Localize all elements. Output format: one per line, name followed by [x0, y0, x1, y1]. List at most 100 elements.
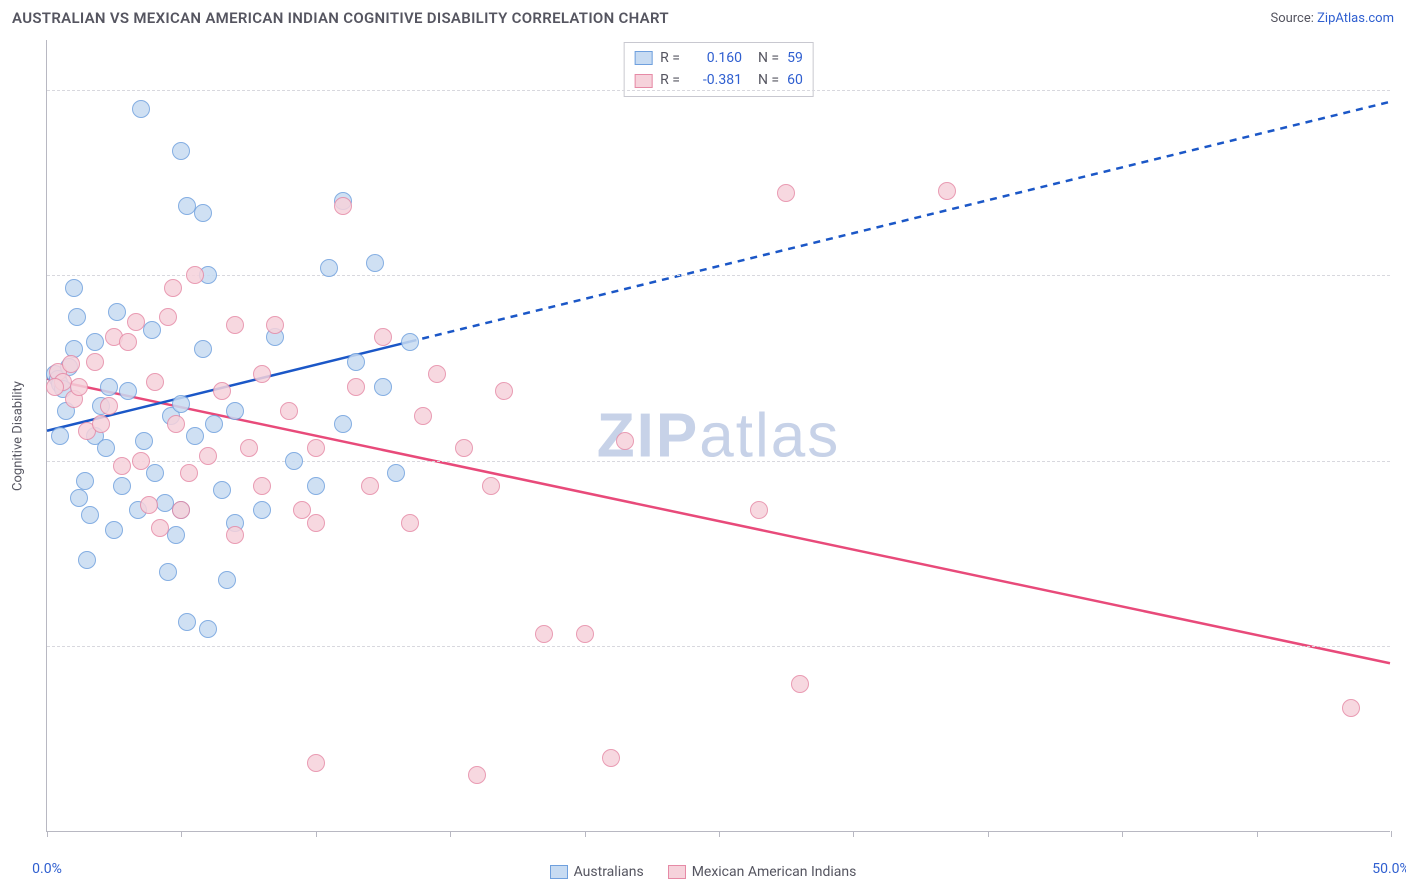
gridline-h	[47, 275, 1390, 276]
scatter-point	[76, 472, 94, 490]
scatter-point	[374, 328, 392, 346]
scatter-point	[119, 382, 137, 400]
scatter-point	[113, 477, 131, 495]
x-tick	[47, 831, 48, 837]
plot-wrap: Cognitive Disability ZIPatlas R =0.160N …	[46, 40, 1390, 832]
scatter-point	[132, 452, 150, 470]
scatter-point	[401, 333, 419, 351]
scatter-point	[428, 365, 446, 383]
stats-row: R =-0.381N =60	[634, 69, 803, 91]
y-tick-label: 7.5%	[1396, 638, 1406, 654]
scatter-point	[51, 427, 69, 445]
legend-swatch	[634, 74, 652, 88]
scatter-point	[366, 254, 384, 272]
scatter-point	[253, 365, 271, 383]
scatter-point	[334, 415, 352, 433]
scatter-point	[100, 397, 118, 415]
header-bar: AUSTRALIAN VS MEXICAN AMERICAN INDIAN CO…	[0, 0, 1406, 36]
scatter-point	[186, 427, 204, 445]
stat-r-value: -0.381	[688, 69, 742, 91]
x-tick	[1391, 831, 1392, 837]
scatter-point	[119, 333, 137, 351]
scatter-point	[307, 439, 325, 457]
scatter-point	[172, 501, 190, 519]
stat-n-value: 59	[787, 47, 803, 69]
source-link[interactable]: ZipAtlas.com	[1317, 11, 1394, 26]
scatter-point	[70, 489, 88, 507]
scatter-point	[81, 506, 99, 524]
stat-r-label: R =	[660, 47, 680, 69]
stat-n-value: 60	[787, 69, 803, 91]
scatter-point	[143, 321, 161, 339]
y-tick-label: 15.0%	[1396, 453, 1406, 469]
gridline-h	[47, 90, 1390, 91]
scatter-point	[62, 355, 80, 373]
scatter-point	[468, 766, 486, 784]
y-axis-label: Cognitive Disability	[11, 381, 26, 491]
scatter-point	[46, 378, 64, 396]
scatter-point	[535, 625, 553, 643]
scatter-point	[1342, 699, 1360, 717]
scatter-point	[68, 308, 86, 326]
scatter-point	[374, 378, 392, 396]
x-tick	[585, 831, 586, 837]
plot-area: ZIPatlas R =0.160N =59R =-0.381N =60 7.5…	[46, 40, 1390, 832]
regression-line	[410, 102, 1390, 342]
scatter-point	[347, 353, 365, 371]
scatter-point	[750, 501, 768, 519]
scatter-point	[266, 316, 284, 334]
scatter-point	[135, 432, 153, 450]
regression-lines-svg	[47, 40, 1390, 831]
legend-label: Australians	[574, 864, 644, 880]
y-tick-label: 22.5%	[1396, 267, 1406, 283]
scatter-point	[938, 182, 956, 200]
scatter-point	[482, 477, 500, 495]
watermark-bold: ZIP	[597, 401, 699, 470]
scatter-point	[105, 521, 123, 539]
gridline-h	[47, 646, 1390, 647]
scatter-point	[280, 402, 298, 420]
scatter-point	[146, 373, 164, 391]
scatter-point	[100, 378, 118, 396]
scatter-point	[213, 382, 231, 400]
scatter-point	[146, 464, 164, 482]
scatter-point	[194, 204, 212, 222]
scatter-point	[455, 439, 473, 457]
x-tick	[719, 831, 720, 837]
scatter-point	[108, 303, 126, 321]
scatter-point	[178, 613, 196, 631]
scatter-point	[226, 402, 244, 420]
scatter-point	[92, 415, 110, 433]
legend-label: Mexican American Indians	[692, 864, 857, 880]
scatter-point	[97, 439, 115, 457]
scatter-point	[285, 452, 303, 470]
scatter-point	[172, 395, 190, 413]
scatter-point	[576, 625, 594, 643]
x-tick	[181, 831, 182, 837]
chart-container: AUSTRALIAN VS MEXICAN AMERICAN INDIAN CO…	[0, 0, 1406, 892]
scatter-point	[86, 353, 104, 371]
scatter-point	[616, 432, 634, 450]
scatter-point	[205, 415, 223, 433]
bottom-legend: Australians Mexican American Indians	[0, 864, 1406, 880]
scatter-point	[226, 316, 244, 334]
scatter-point	[172, 142, 190, 160]
scatter-point	[414, 407, 432, 425]
source-label: Source: ZipAtlas.com	[1270, 11, 1394, 26]
x-tick	[316, 831, 317, 837]
scatter-point	[180, 464, 198, 482]
scatter-point	[159, 563, 177, 581]
stats-row: R =0.160N =59	[634, 47, 803, 69]
scatter-point	[132, 100, 150, 118]
stat-n-label: N =	[758, 47, 779, 69]
scatter-point	[495, 382, 513, 400]
scatter-point	[347, 378, 365, 396]
scatter-point	[253, 477, 271, 495]
scatter-point	[159, 308, 177, 326]
legend-swatch	[550, 865, 568, 879]
chart-title: AUSTRALIAN VS MEXICAN AMERICAN INDIAN CO…	[12, 9, 669, 27]
scatter-point	[194, 340, 212, 358]
x-tick	[853, 831, 854, 837]
scatter-point	[602, 749, 620, 767]
scatter-point	[253, 501, 271, 519]
